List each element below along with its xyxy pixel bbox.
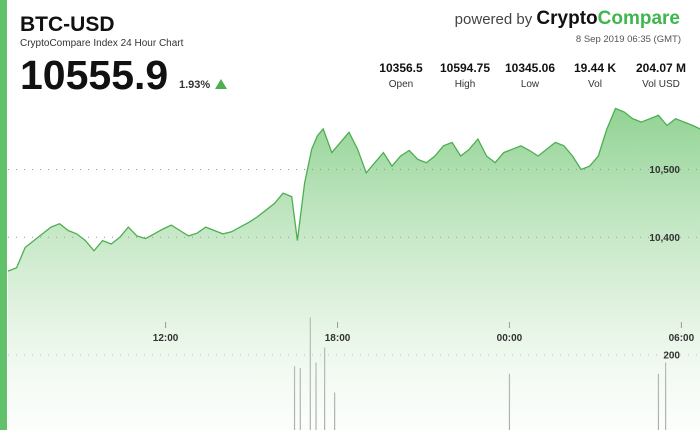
x-tick-label: 06:00 [669, 333, 695, 344]
volume-tick-label: 200 [663, 351, 680, 362]
y-tick-label: 10,500 [649, 165, 680, 176]
accent-bar [0, 0, 7, 430]
x-tick-label: 00:00 [497, 333, 523, 344]
stat-vol-usd-label: Vol USD [642, 79, 680, 90]
stat-vol-value: 19.44 K [573, 61, 617, 75]
stat-vol: 19.44 K Vol [568, 61, 622, 90]
stat-high-value: 10594.75 [439, 61, 491, 75]
price-change: 1.93% [179, 79, 211, 91]
x-tick-label: 12:00 [153, 333, 179, 344]
powered-by-label: powered by [454, 11, 533, 28]
price-line [7, 107, 700, 272]
pair-title: BTC-USD [20, 13, 115, 36]
stat-low-label: Low [520, 79, 540, 90]
powered-by[interactable]: powered by CryptoCompare [455, 8, 680, 30]
y-tick-label: 10,400 [649, 233, 680, 244]
stat-vol-usd: 204.07 M Vol USD [630, 61, 692, 90]
stat-low-value: 10345.06 [504, 61, 556, 75]
x-tick-label: 18:00 [325, 333, 351, 344]
stat-vol-usd-value: 204.07 M [635, 61, 687, 75]
chart-subtitle: CryptoCompare Index 24 Hour Chart [20, 38, 184, 49]
brand-logo-crypto: Crypto [536, 8, 598, 29]
stat-open-value: 10356.5 [379, 61, 423, 75]
stat-vol-label: Vol [588, 79, 602, 90]
stat-open-label: Open [388, 79, 414, 90]
stat-open: 10356.5 Open [377, 61, 425, 90]
up-arrow-icon [215, 79, 227, 89]
timestamp: 8 Sep 2019 06:35 (GMT) [575, 34, 681, 45]
stat-high: 10594.75 High [436, 61, 494, 90]
brand-logo-compare: Compare [597, 8, 680, 29]
current-price: 10555.9 [20, 52, 169, 98]
stat-low: 10345.06 Low [501, 61, 559, 90]
stat-high-label: High [454, 79, 476, 90]
price-area [8, 108, 700, 430]
